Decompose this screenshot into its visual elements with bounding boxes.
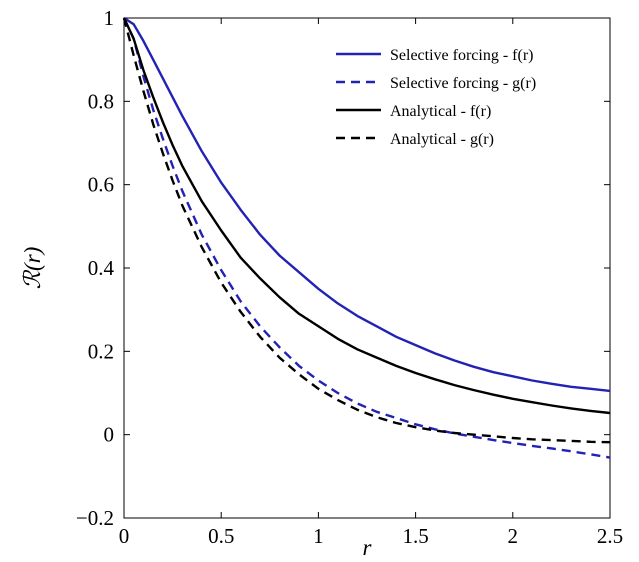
legend-label-2: Selective forcing - g(r)	[390, 75, 536, 92]
x-tick-label: 1	[313, 524, 324, 548]
series-line-1	[123, 16, 611, 393]
series-line-3	[122, 17, 611, 415]
y-tick-label: 0.2	[88, 339, 114, 363]
y-tick-label: −0.2	[76, 506, 114, 530]
y-tick-label: 1	[104, 6, 115, 30]
y-tick-label: 0	[104, 423, 115, 447]
series-line-4	[122, 17, 611, 444]
y-tick-label: 0.6	[88, 173, 114, 197]
x-tick-label: 0	[119, 524, 130, 548]
y-tick-label: 0.4	[88, 256, 115, 280]
x-tick-label: 2	[508, 524, 519, 548]
x-axis-label: r	[363, 535, 373, 560]
legend-label-1: Selective forcing - f(r)	[390, 47, 533, 64]
series-line-2	[122, 17, 611, 459]
x-tick-label: 0.5	[208, 524, 234, 548]
legend-label-4: Analytical - g(r)	[390, 131, 494, 148]
plot-frame	[123, 17, 611, 519]
legend-label-3: Analytical - f(r)	[390, 103, 491, 120]
x-tick-label: 1.5	[402, 524, 428, 548]
y-axis-label: ℛ(r)	[20, 247, 45, 290]
x-tick-label: 2.5	[597, 524, 623, 548]
y-tick-label: 0.8	[88, 89, 114, 113]
